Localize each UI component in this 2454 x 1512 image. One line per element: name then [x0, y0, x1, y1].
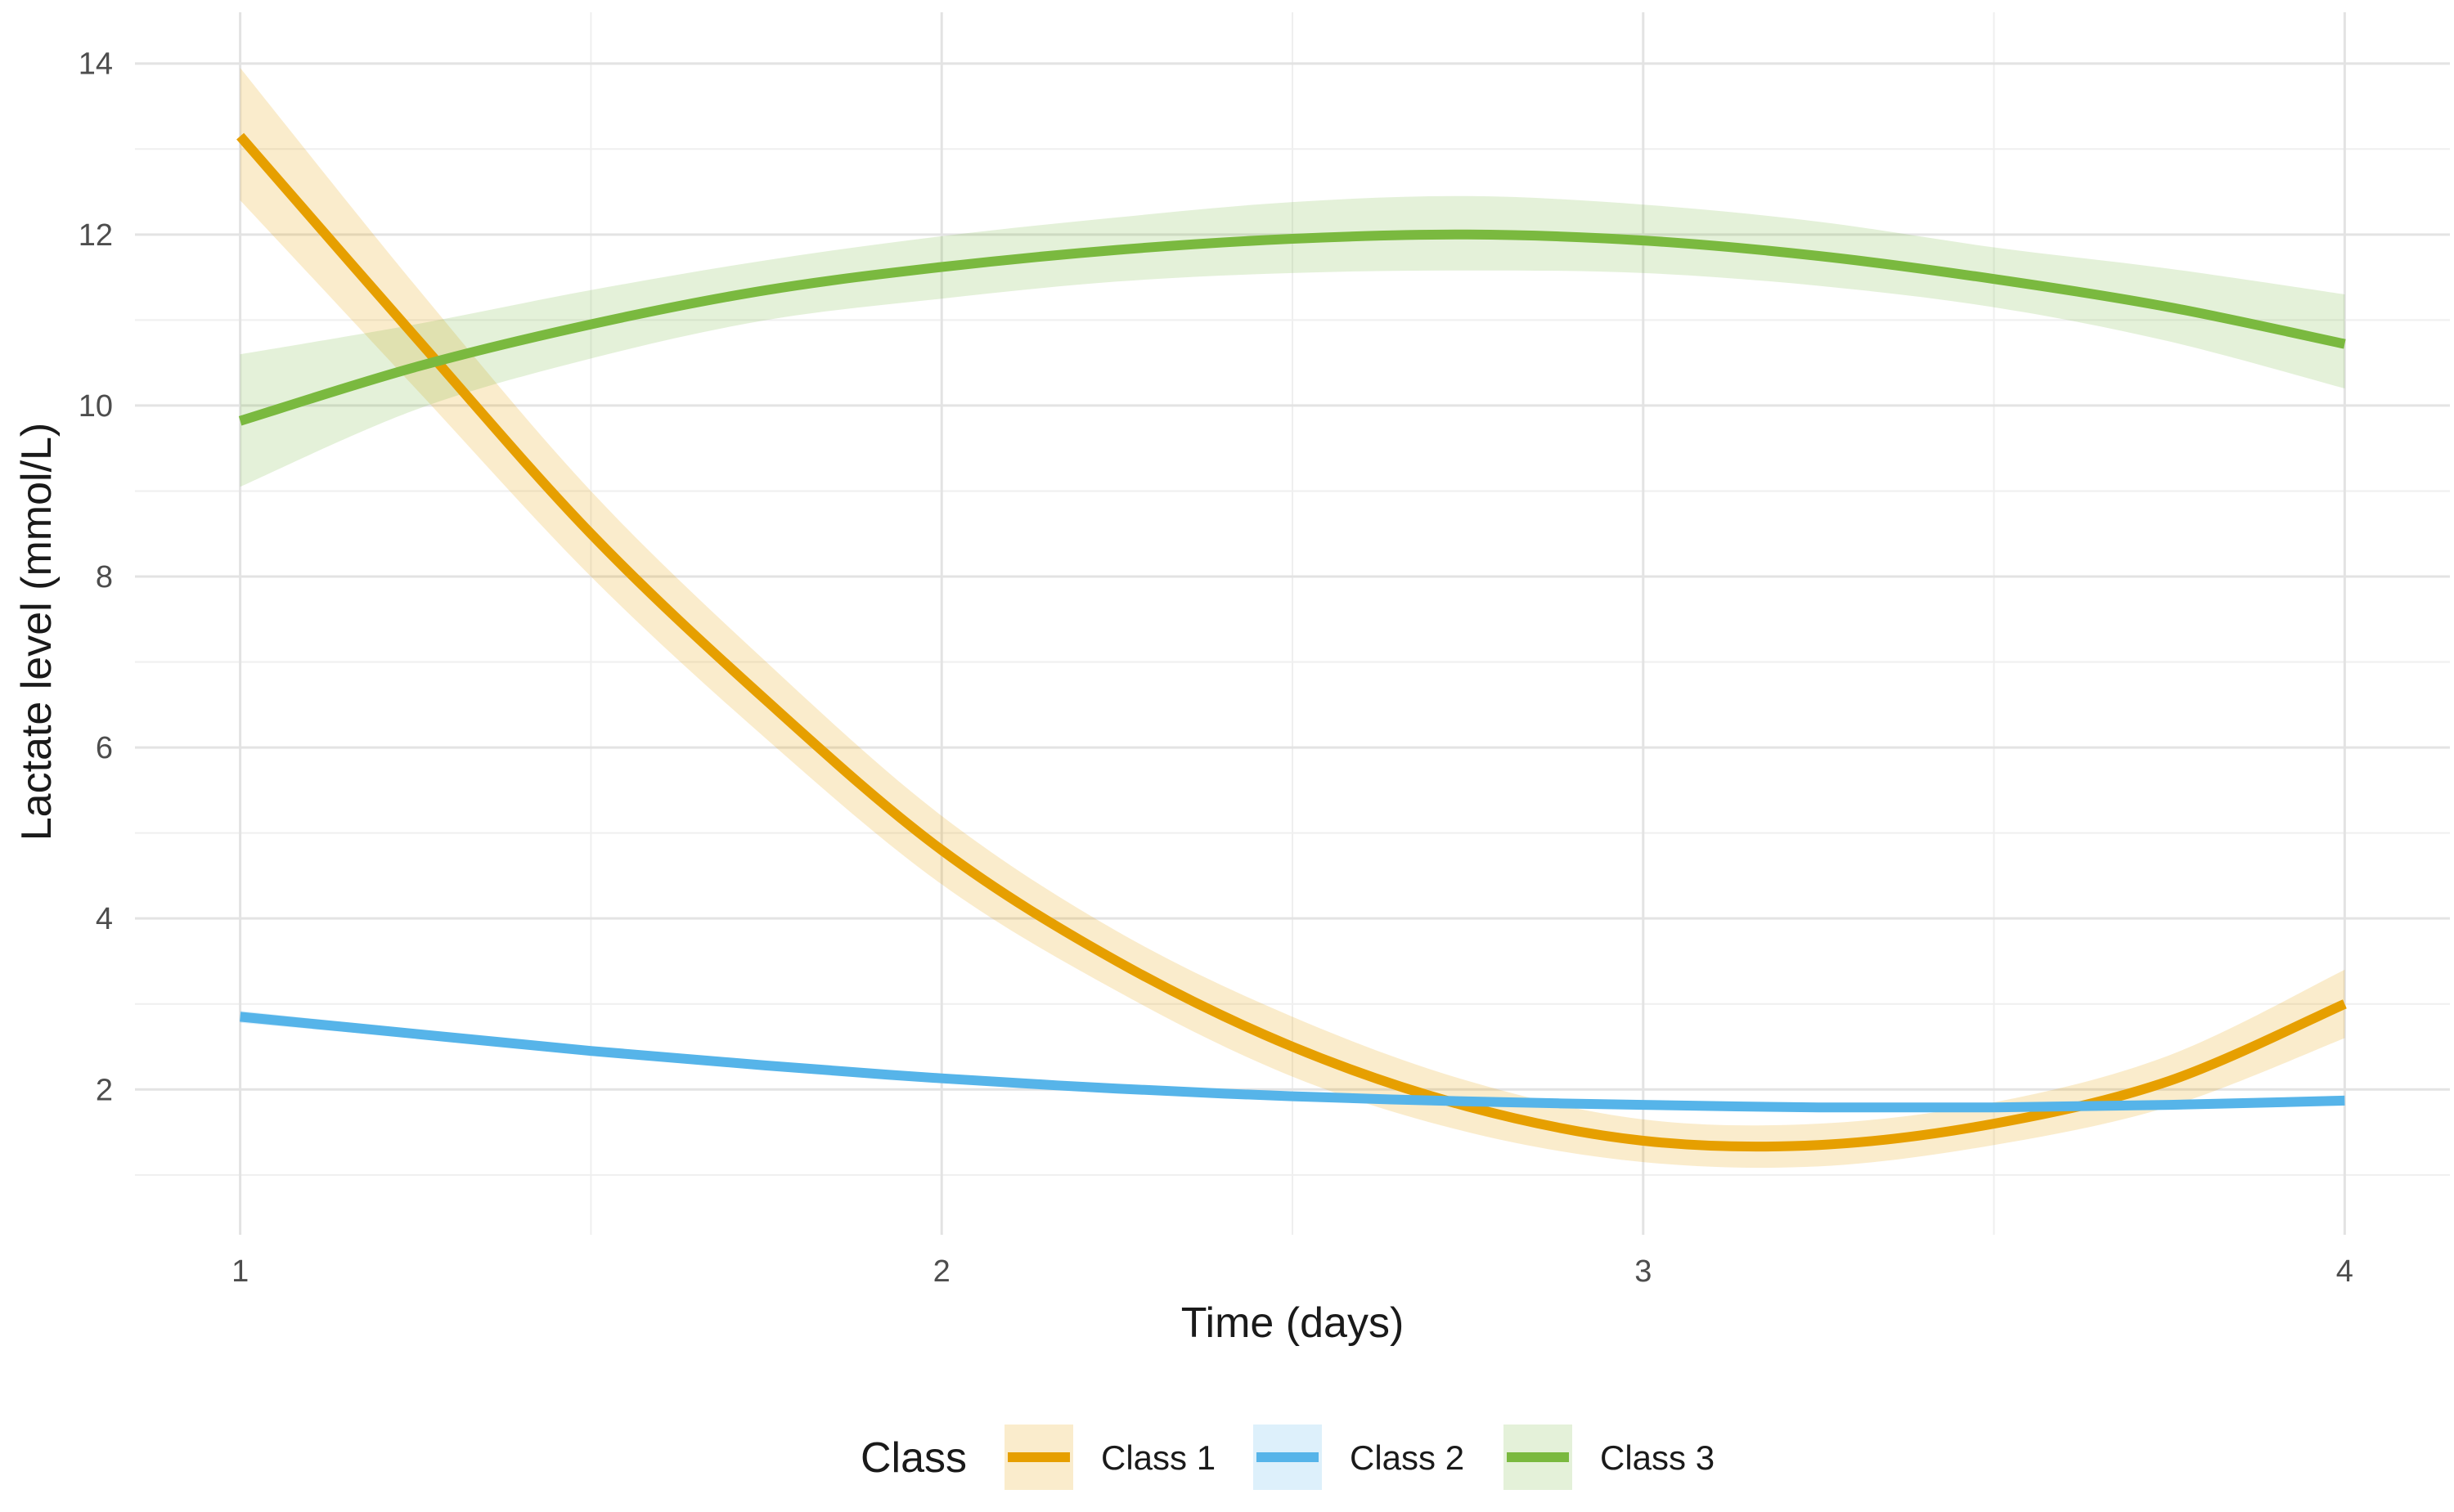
x-tick-label: 2	[933, 1254, 951, 1289]
grid	[135, 12, 2450, 1235]
x-tick-label: 4	[2336, 1254, 2353, 1289]
legend-label-class-1: Class 1	[1101, 1438, 1216, 1477]
y-tick-label: 6	[96, 731, 113, 765]
confidence-band-class-1	[240, 68, 2345, 1169]
confidence-bands	[240, 68, 2345, 1169]
y-tick-label: 8	[96, 560, 113, 594]
series-line-class-3	[238, 229, 2346, 426]
legend-item-class-1: Class 1	[1005, 1425, 1216, 1490]
x-tick-label: 1	[231, 1254, 249, 1289]
series-lines	[236, 132, 2347, 1152]
legend-item-class-2: Class 2	[1253, 1425, 1464, 1490]
x-tick-label: 3	[1634, 1254, 1652, 1289]
confidence-band-class-3	[240, 195, 2345, 487]
y-tick-label: 12	[79, 218, 113, 253]
y-tick-label: 2	[96, 1073, 113, 1107]
y-tick-label: 14	[79, 47, 113, 82]
y-axis-title: Lactate level (mmol/L)	[13, 423, 61, 841]
y-tick-label: 10	[79, 389, 113, 424]
legend-label-class-2: Class 2	[1350, 1438, 1464, 1477]
legend: Class Class 1 Class 2 Class 3	[861, 1425, 1715, 1490]
series-line-class-1	[236, 132, 2347, 1152]
legend-label-class-3: Class 3	[1600, 1438, 1715, 1477]
y-tick-label: 4	[96, 902, 113, 936]
legend-title: Class	[861, 1434, 967, 1482]
legend-item-class-3: Class 3	[1503, 1425, 1715, 1490]
series-line-class-2	[240, 1012, 2345, 1113]
x-axis-title: Time (days)	[1181, 1299, 1405, 1347]
